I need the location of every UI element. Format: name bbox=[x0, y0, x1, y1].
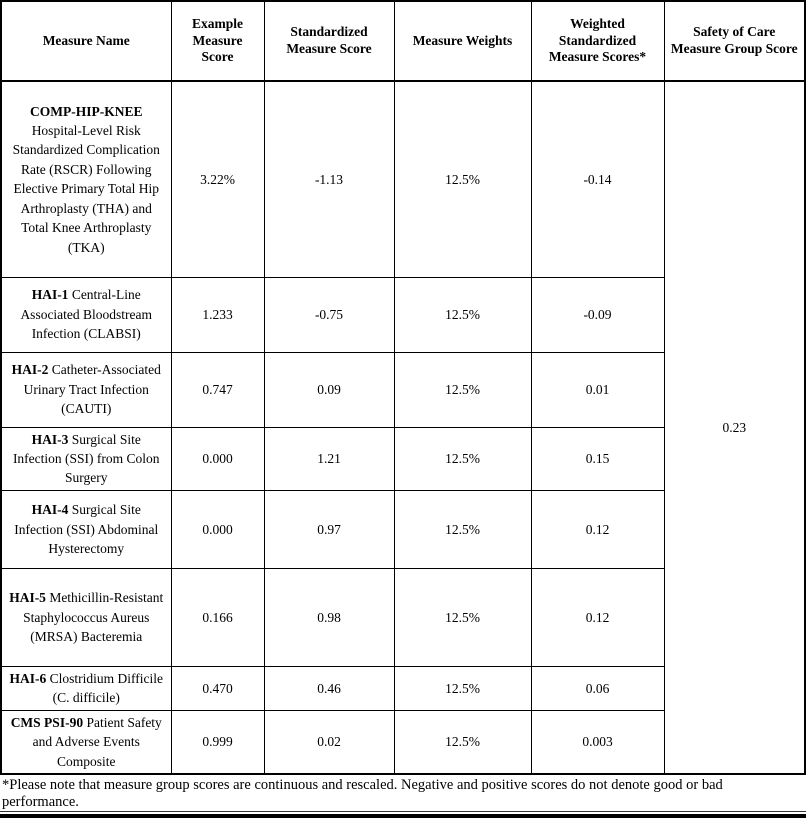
standardized-score-cell: 0.02 bbox=[263, 709, 395, 775]
measure-description: Catheter-Associated Urinary Tract Infect… bbox=[23, 362, 161, 417]
measure-weight-cell: 12.5% bbox=[393, 80, 532, 278]
measure-description: Surgical Site Infection (SSI) Abdominal … bbox=[14, 502, 159, 557]
column-header-standardized-measure-score: Standardized Measure Score bbox=[263, 0, 395, 82]
weighted-score-cell: 0.01 bbox=[530, 351, 665, 428]
standardized-score-cell: 0.09 bbox=[263, 351, 395, 428]
measure-name-cell: HAI-2 Catheter-Associated Urinary Tract … bbox=[0, 351, 172, 428]
measure-description: Methicillin-Resistant Staphylococcus Aur… bbox=[23, 590, 164, 645]
measure-scores-table: Measure Name Example Measure Score Stand… bbox=[0, 0, 806, 775]
measure-weight-cell: 12.5% bbox=[393, 489, 532, 569]
measure-id: HAI-3 bbox=[31, 431, 69, 447]
measure-name-cell: HAI-6 Clostridium Difficile (C. difficil… bbox=[0, 665, 172, 711]
measure-id: HAI-4 bbox=[31, 502, 69, 518]
weighted-score-cell: 0.15 bbox=[530, 426, 665, 491]
column-header-measure-weights: Measure Weights bbox=[393, 0, 532, 82]
measure-weight-cell: 12.5% bbox=[393, 709, 532, 775]
table-row-hai-3: HAI-3 Surgical Site Infection (SSI) from… bbox=[0, 426, 805, 491]
measure-weight-cell: 12.5% bbox=[393, 426, 532, 491]
weighted-score-cell: 0.12 bbox=[530, 489, 665, 569]
standardized-score-cell: 0.97 bbox=[263, 489, 395, 569]
standardized-score-cell: 0.98 bbox=[263, 567, 395, 667]
table-row-hai-2: HAI-2 Catheter-Associated Urinary Tract … bbox=[0, 351, 805, 428]
page-bottom-border bbox=[0, 814, 806, 818]
measure-id: CMS PSI-90 bbox=[10, 714, 84, 730]
table-row-cms-psi-90: CMS PSI-90 Patient Safety and Adverse Ev… bbox=[0, 709, 805, 775]
measure-description: Central-Line Associated Bloodstream Infe… bbox=[20, 287, 153, 342]
measure-weight-cell: 12.5% bbox=[393, 665, 532, 711]
measure-id: HAI-6 bbox=[9, 670, 47, 686]
standardized-score-cell: 0.46 bbox=[263, 665, 395, 711]
example-score-cell: 0.166 bbox=[170, 567, 265, 667]
measure-weight-cell: 12.5% bbox=[393, 351, 532, 428]
example-score-cell: 3.22% bbox=[170, 80, 265, 278]
measure-weight-cell: 12.5% bbox=[393, 276, 532, 353]
table-row-comp-hip-knee: COMP-HIP-KNEE Hospital-Level Risk Standa… bbox=[0, 80, 806, 775]
weighted-score-cell: -0.09 bbox=[530, 276, 665, 353]
example-score-cell: 0.747 bbox=[170, 351, 265, 428]
group-score-cell: 0.23 bbox=[663, 80, 806, 775]
weighted-score-cell: 0.12 bbox=[530, 567, 665, 667]
standardized-score-cell: -1.13 bbox=[263, 80, 395, 278]
table-footnote: *Please note that measure group scores a… bbox=[2, 777, 723, 810]
measure-name-cell: HAI-5 Methicillin-Resistant Staphylococc… bbox=[0, 567, 172, 667]
table-row-hai-1: HAI-1 Central-Line Associated Bloodstrea… bbox=[0, 276, 805, 353]
example-score-cell: 1.233 bbox=[170, 276, 265, 353]
column-header-measure-name: Measure Name bbox=[0, 0, 172, 82]
table-row-hai-5: HAI-5 Methicillin-Resistant Staphylococc… bbox=[0, 567, 805, 667]
measure-weight-cell: 12.5% bbox=[393, 567, 532, 667]
header-row: Measure Name Example Measure Score Stand… bbox=[0, 0, 806, 82]
example-score-cell: 0.000 bbox=[170, 426, 265, 491]
table-row-hai-4: HAI-4 Surgical Site Infection (SSI) Abdo… bbox=[0, 489, 805, 569]
measure-name-cell: HAI-3 Surgical Site Infection (SSI) from… bbox=[0, 426, 172, 491]
table-row-hai-6: HAI-6 Clostridium Difficile (C. difficil… bbox=[0, 665, 805, 711]
example-score-cell: 0.999 bbox=[170, 709, 265, 775]
measure-name-cell: CMS PSI-90 Patient Safety and Adverse Ev… bbox=[0, 709, 172, 775]
column-header-safety-of-care-group-score: Safety of Care Measure Group Score bbox=[663, 0, 806, 82]
measure-name-cell: HAI-4 Surgical Site Infection (SSI) Abdo… bbox=[0, 489, 172, 569]
example-score-cell: 0.000 bbox=[170, 489, 265, 569]
measure-id: HAI-1 bbox=[31, 287, 69, 303]
standardized-score-cell: 1.21 bbox=[263, 426, 395, 491]
weighted-score-cell: 0.003 bbox=[530, 709, 665, 775]
measure-description: Patient Safety and Adverse Events Compos… bbox=[32, 714, 162, 769]
measure-description: Hospital-Level Risk Standardized Complic… bbox=[12, 122, 160, 255]
weighted-score-cell: 0.06 bbox=[530, 665, 665, 711]
standardized-score-cell: -0.75 bbox=[263, 276, 395, 353]
measure-name-cell: COMP-HIP-KNEE Hospital-Level Risk Standa… bbox=[0, 80, 172, 278]
measure-description: Clostridium Difficile (C. difficile) bbox=[46, 670, 163, 706]
horizontal-rule bbox=[0, 811, 806, 813]
measure-id: HAI-5 bbox=[9, 590, 46, 606]
measure-id: HAI-2 bbox=[11, 362, 49, 378]
measure-description: Surgical Site Infection (SSI) from Colon… bbox=[12, 431, 160, 486]
column-header-weighted-standardized-measure-scores: Weighted Standardized Measure Scores* bbox=[530, 0, 665, 82]
measure-name-cell: HAI-1 Central-Line Associated Bloodstrea… bbox=[0, 276, 172, 353]
measure-id: COMP-HIP-KNEE bbox=[30, 103, 143, 119]
column-header-example-measure-score: Example Measure Score bbox=[170, 0, 265, 82]
example-score-cell: 0.470 bbox=[170, 665, 265, 711]
weighted-score-cell: -0.14 bbox=[530, 80, 665, 278]
